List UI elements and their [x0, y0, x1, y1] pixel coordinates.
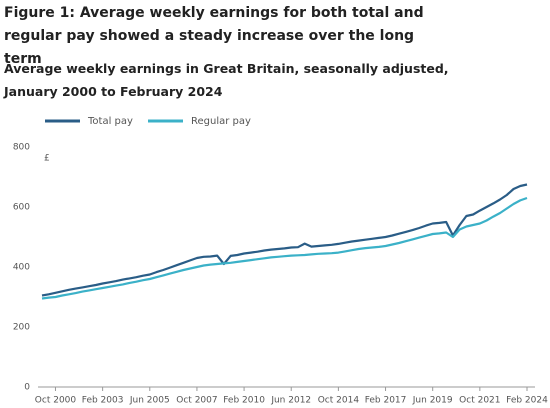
- x-tick-label: Jun 2005: [129, 396, 170, 406]
- y-tick-label: 800: [13, 143, 30, 153]
- x-tick-label: Jun 2012: [270, 396, 311, 406]
- y-tick-label: 600: [13, 203, 30, 213]
- y-tick-label: 200: [13, 323, 30, 333]
- x-tick-label: Feb 2024: [506, 396, 548, 406]
- x-tick-label: Jun 2019: [412, 396, 453, 406]
- legend-label: Regular pay: [191, 116, 251, 127]
- x-tick-label: Oct 2014: [318, 396, 360, 406]
- x-tick-label: Feb 2017: [365, 396, 407, 406]
- x-tick-label: Feb 2010: [223, 396, 265, 406]
- chart-subtitle: Average weekly earnings in Great Britain…: [4, 61, 449, 99]
- x-tick-label: Oct 2021: [459, 396, 500, 406]
- chart-title: Figure 1: Average weekly earnings for bo…: [4, 5, 424, 67]
- y-tick-label: 400: [13, 263, 30, 273]
- series-line: [41, 196, 528, 300]
- legend-label: Total pay: [87, 116, 133, 127]
- y-unit: £: [44, 154, 50, 164]
- x-tick-label: Oct 2007: [176, 396, 217, 406]
- x-tick-label: Feb 2003: [82, 396, 124, 406]
- x-tick-label: Oct 2000: [35, 396, 77, 406]
- y-tick-label: 0: [24, 383, 30, 393]
- series-line: [41, 183, 528, 297]
